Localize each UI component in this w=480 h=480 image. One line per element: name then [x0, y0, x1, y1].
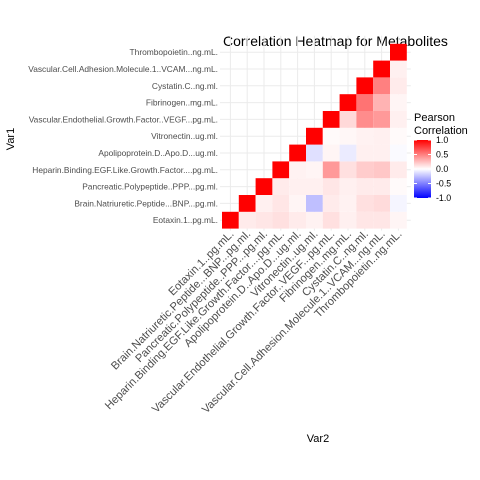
heatmap-cell — [322, 127, 340, 145]
heatmap-cell — [322, 211, 340, 229]
heatmap-cell — [306, 144, 323, 162]
heatmap-cell — [390, 195, 407, 212]
y-tick-label: Thrombopoietin..ng.mL. — [130, 47, 218, 57]
legend: Pearson Correlation 1.0 0.5 0.0 -0.5 -1.0 — [414, 112, 468, 203]
heatmap-cells — [222, 43, 407, 229]
heatmap-cell — [322, 178, 340, 195]
heatmap-cell — [390, 94, 407, 111]
heatmap-cell — [390, 77, 407, 95]
heatmap-cell — [339, 111, 357, 128]
heatmap-cell — [356, 127, 374, 145]
y-tick-label: Vascular.Cell.Adhesion.Molecule.1..VCAM.… — [28, 64, 218, 74]
heatmap-cell — [339, 94, 357, 111]
heatmap-cell — [238, 211, 256, 229]
legend-tick-label: 1.0 — [436, 135, 448, 145]
heatmap-cell — [272, 161, 290, 179]
heatmap-cell — [390, 144, 407, 162]
heatmap-cell — [373, 195, 390, 212]
heatmap-cell — [390, 60, 407, 78]
legend-tick-label: 0.0 — [436, 164, 448, 174]
heatmap-cell — [322, 144, 340, 162]
heatmap-cell — [390, 161, 407, 179]
heatmap-cell — [356, 211, 374, 229]
heatmap-cell — [356, 77, 374, 95]
heatmap-cell — [356, 161, 374, 179]
heatmap-cell — [289, 195, 306, 212]
x-tick-label: Heparin.Binding.EGF.Like.Growth.Factor..… — [103, 228, 287, 412]
y-tick-label: Vascular.Endothelial.Growth.Factor..VEGF… — [29, 114, 218, 124]
y-tick-label: Fibrinogen..mg.mL. — [146, 98, 218, 108]
heatmap-cell — [390, 178, 407, 195]
x-axis-title: Var2 — [307, 433, 329, 445]
y-axis-title: Var1 — [5, 128, 17, 150]
y-tick-labels: Eotaxin.1..pg.mL. Brain.Natriuretic.Pepti… — [28, 47, 218, 225]
heatmap-cell — [339, 211, 357, 229]
heatmap-cell — [222, 211, 239, 229]
y-tick-label: Heparin.Binding.EGF.Like.Growth.Factor..… — [32, 165, 218, 175]
heatmap-cell — [356, 144, 374, 162]
legend-title-line-2: Correlation — [414, 125, 468, 137]
heatmap-cell — [255, 195, 273, 212]
heatmap-cell — [390, 211, 407, 229]
heatmap-cell — [373, 144, 390, 162]
y-tick-label: Cystatin.C..ng.ml. — [152, 81, 218, 91]
heatmap-cell — [390, 111, 407, 128]
heatmap-cell — [289, 178, 306, 195]
heatmap-cell — [238, 195, 256, 212]
heatmap-cell — [322, 111, 340, 128]
y-tick-label: Brain.Natriuretic.Peptide...BNP...pg.ml. — [74, 198, 218, 208]
heatmap-cell — [339, 195, 357, 212]
heatmap-cell — [373, 178, 390, 195]
legend-colorbar — [414, 140, 431, 198]
heatmap-cell — [373, 77, 390, 95]
y-tick-label: Apolipoprotein.D..Apo.D...ug.ml. — [98, 148, 218, 158]
heatmap-cell — [356, 94, 374, 111]
heatmap-cell — [306, 127, 323, 145]
heatmap-cell — [306, 195, 323, 212]
chart-title: Correlation Heatmap for Metabolites — [223, 33, 448, 49]
heatmap-cell — [339, 178, 357, 195]
heatmap-cell — [255, 178, 273, 195]
heatmap-cell — [356, 111, 374, 128]
heatmap-cell — [322, 161, 340, 179]
heatmap-cell — [390, 127, 407, 145]
heatmap-cell — [339, 144, 357, 162]
heatmap-cell — [373, 161, 390, 179]
heatmap-cell — [306, 211, 323, 229]
heatmap-cell — [356, 178, 374, 195]
legend-tick-label: -0.5 — [436, 179, 451, 189]
heatmap-cell — [306, 161, 323, 179]
heatmap-cell — [339, 161, 357, 179]
x-tick-label: Pancreatic.Polypeptide..PPP...pg.ml. — [133, 228, 270, 365]
heatmap-cell — [373, 111, 390, 128]
y-tick-label: Eotaxin.1..pg.mL. — [153, 215, 218, 225]
heatmap-cell — [289, 211, 306, 229]
legend-tick-label: -1.0 — [436, 193, 451, 203]
heatmap-cell — [272, 195, 290, 212]
heatmap-cell — [373, 211, 390, 229]
heatmap-cell — [306, 178, 323, 195]
heatmap-cell — [322, 195, 340, 212]
y-tick-label: Pancreatic.Polypeptide..PPP...pg.ml. — [82, 182, 218, 192]
heatmap-cell — [390, 43, 407, 61]
heatmap-cell — [289, 144, 306, 162]
heatmap-cell — [272, 211, 290, 229]
heatmap-cell — [255, 211, 273, 229]
heatmap-cell — [339, 127, 357, 145]
heatmap-cell — [373, 94, 390, 111]
y-tick-label: Vitronectin..ug.ml. — [151, 131, 218, 141]
x-tick-labels: Eotaxin.1..pg.mL.Brain.Natriuretic.Pepti… — [103, 228, 405, 416]
heatmap-cell — [289, 161, 306, 179]
legend-tick-label: 0.5 — [436, 150, 448, 160]
heatmap-cell — [373, 127, 390, 145]
legend-title-line-1: Pearson — [414, 112, 455, 124]
heatmap-cell — [373, 60, 390, 78]
heatmap-cell — [356, 195, 374, 212]
heatmap-cell — [272, 178, 290, 195]
